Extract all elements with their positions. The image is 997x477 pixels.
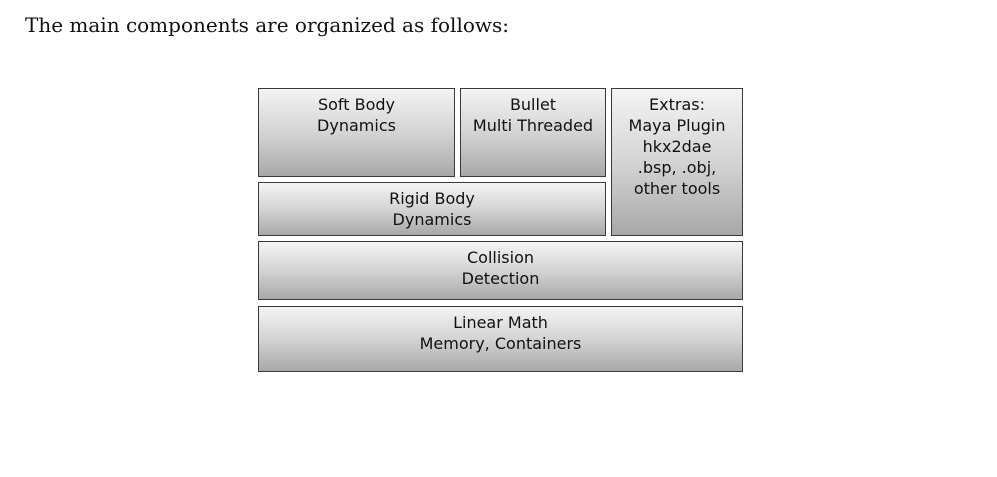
- block-label: other tools: [633, 179, 721, 198]
- bullet-multi-threaded-block: Bullet Multi Threaded: [460, 88, 606, 177]
- block-label: Dynamics: [392, 210, 472, 229]
- collision-detection-block: Collision Detection: [258, 241, 743, 300]
- block-label: Dynamics: [317, 116, 396, 135]
- block-label: Multi Threaded: [472, 116, 594, 135]
- block-label: Soft Body: [317, 95, 396, 114]
- block-label: Detection: [461, 269, 540, 288]
- block-label: Collision: [466, 248, 534, 267]
- extras-block: Extras: Maya Plugin hkx2dae .bsp, .obj, …: [611, 88, 743, 236]
- soft-body-dynamics-block: Soft Body Dynamics: [258, 88, 455, 177]
- block-label: Maya Plugin: [628, 116, 726, 135]
- block-label: .bsp, .obj,: [637, 158, 717, 177]
- block-label: Rigid Body: [389, 189, 475, 208]
- block-label: hkx2dae: [642, 137, 712, 156]
- rigid-body-dynamics-block: Rigid Body Dynamics: [258, 182, 606, 236]
- block-label: Linear Math: [453, 313, 548, 332]
- linear-math-block: Linear Math Memory, Containers: [258, 306, 743, 372]
- block-label: Memory, Containers: [419, 334, 582, 353]
- intro-text: The main components are organized as fol…: [25, 13, 510, 37]
- block-label: Bullet: [509, 95, 557, 114]
- block-label: Extras:: [649, 95, 705, 114]
